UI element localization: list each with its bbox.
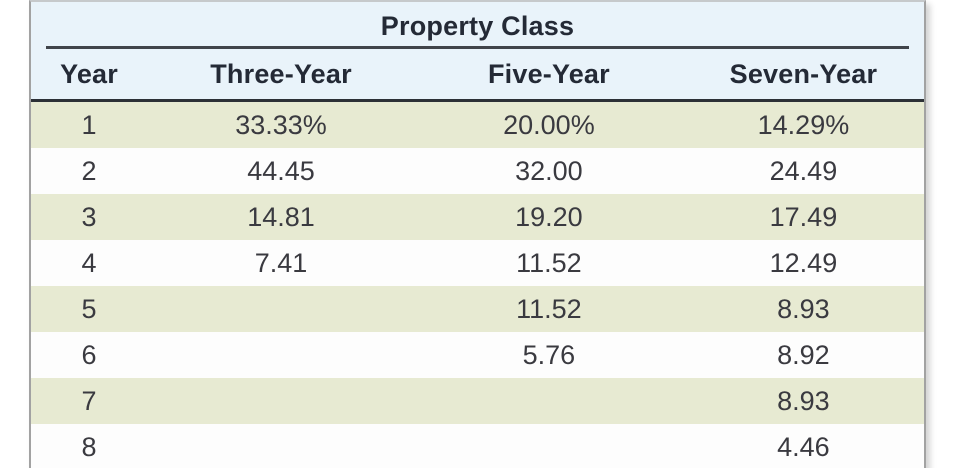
table-row-year-3: 3 14.81 19.20 17.49 xyxy=(31,194,924,240)
cell-three-year: 14.81 xyxy=(247,201,315,232)
cell-three-year xyxy=(147,286,415,332)
cell-five-year xyxy=(415,378,683,424)
cell-three-year xyxy=(147,332,415,378)
cell-three-year xyxy=(147,424,415,468)
cell-year: 3 xyxy=(81,201,97,232)
cell-year: 6 xyxy=(81,339,97,370)
cell-seven-year: 17.49 xyxy=(769,201,838,232)
table-row-year-7: 7 8.93 xyxy=(31,378,924,424)
cell-year: 7 xyxy=(81,385,97,416)
column-header-three-year: Three-Year xyxy=(147,49,415,102)
cell-year: 4 xyxy=(81,247,97,278)
cell-three-year: 44.45 xyxy=(247,155,315,186)
cell-five-year: 5.76 xyxy=(522,339,576,370)
column-header-seven-year: Seven-Year xyxy=(682,49,924,102)
cell-seven-year: 8.92 xyxy=(777,339,830,370)
cell-year: 1 xyxy=(81,109,97,140)
cell-year: 2 xyxy=(81,155,97,186)
table-column-headers: Year Three-Year Five-Year Seven-Year xyxy=(31,49,924,102)
table-title: Property Class xyxy=(380,11,575,41)
cell-three-year: 7.41 xyxy=(254,247,308,278)
cell-seven-year: 12.49 xyxy=(769,247,838,278)
table-header-band: Property Class xyxy=(31,2,924,49)
cell-seven-year: 8.93 xyxy=(777,293,830,324)
cell-three-year xyxy=(147,378,415,424)
macrs-depreciation-table: Property Class Year Three-Year Five-Year… xyxy=(29,0,926,468)
table-row-year-4: 4 7.41 11.52 12.49 xyxy=(31,240,924,286)
cell-seven-year: 8.93 xyxy=(777,385,830,416)
cell-three-year: 33.33% xyxy=(235,109,327,140)
cell-five-year: 19.20 xyxy=(515,201,583,232)
cell-seven-year: 24.49 xyxy=(769,155,838,186)
depreciation-table: Year Three-Year Five-Year Seven-Year 1 3… xyxy=(31,49,924,468)
cell-five-year: 32.00 xyxy=(515,155,583,186)
column-header-year: Year xyxy=(31,49,148,102)
title-divider-rule xyxy=(46,46,909,49)
table-row-year-2: 2 44.45 32.00 24.49 xyxy=(31,148,924,194)
table-row-year-1: 1 33.33% 20.00% 14.29% xyxy=(31,100,924,148)
cell-five-year xyxy=(415,424,683,468)
table-body: 1 33.33% 20.00% 14.29% 2 44.45 32.00 24.… xyxy=(31,100,924,468)
table-row-year-6: 6 5.76 8.92 xyxy=(31,332,924,378)
table-row-year-5: 5 11.52 8.93 xyxy=(31,286,924,332)
column-header-five-year: Five-Year xyxy=(414,49,683,102)
table-row-year-8: 8 4.46 xyxy=(31,424,924,468)
cell-five-year: 11.52 xyxy=(516,293,582,324)
cell-year: 8 xyxy=(81,431,97,462)
cell-year: 5 xyxy=(81,293,97,324)
cell-seven-year: 4.46 xyxy=(777,431,830,462)
header-row: Year Three-Year Five-Year Seven-Year xyxy=(31,49,924,102)
cell-five-year: 20.00% xyxy=(503,109,595,140)
cell-seven-year: 14.29% xyxy=(757,109,850,140)
cell-five-year: 11.52 xyxy=(516,247,582,278)
